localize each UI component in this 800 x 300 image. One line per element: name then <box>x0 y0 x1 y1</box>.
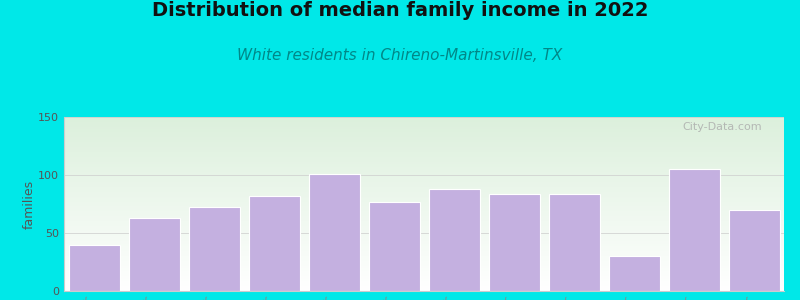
Bar <box>189 208 239 291</box>
Bar <box>609 256 659 291</box>
Bar <box>69 244 119 291</box>
Bar <box>729 210 779 291</box>
Bar <box>309 174 359 291</box>
Bar <box>669 169 719 291</box>
Text: Distribution of median family income in 2022: Distribution of median family income in … <box>152 2 648 20</box>
Bar <box>429 189 479 291</box>
Bar <box>549 194 599 291</box>
Text: City-Data.com: City-Data.com <box>682 122 762 132</box>
Bar <box>129 218 179 291</box>
Y-axis label: families: families <box>22 179 35 229</box>
Text: White residents in Chireno-Martinsville, TX: White residents in Chireno-Martinsville,… <box>238 48 562 63</box>
Bar <box>249 196 299 291</box>
Bar <box>489 194 539 291</box>
Bar <box>369 202 419 291</box>
